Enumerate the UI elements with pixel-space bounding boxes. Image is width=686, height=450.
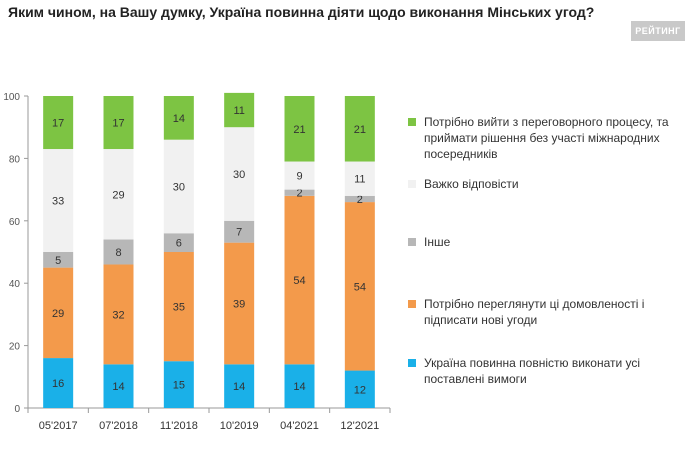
bar-segment: [163, 96, 194, 140]
y-tick-label: 40: [9, 279, 21, 290]
legend-label-other: Інше: [424, 235, 451, 249]
data-label: 2: [296, 188, 302, 200]
legend-swatch-fulfill: [408, 359, 416, 367]
data-label: 11: [354, 174, 365, 186]
legend-swatch-renegotiate: [408, 300, 416, 308]
bar-segment: [103, 364, 134, 408]
bar-segment: [224, 220, 255, 243]
data-label: 16: [52, 378, 64, 390]
data-label: 14: [112, 381, 124, 393]
bar-segment: [43, 96, 74, 150]
data-label: 12: [354, 384, 366, 396]
bar-segment: [103, 96, 134, 150]
data-label: 32: [112, 309, 124, 321]
data-label: 14: [173, 113, 185, 125]
bar-segment: [163, 233, 194, 252]
bar-segment: [284, 96, 315, 162]
data-label: 15: [173, 380, 185, 392]
data-label: 54: [354, 281, 366, 293]
data-label: 14: [293, 381, 305, 393]
data-label: 30: [173, 181, 185, 193]
legend-swatch-withdraw: [408, 118, 416, 126]
data-label: 29: [112, 189, 124, 201]
bar-segment: [344, 161, 375, 196]
x-tick-label: 07'2018: [99, 420, 138, 432]
x-tick-label: 10'2019: [220, 420, 259, 432]
legend-swatch-other: [408, 238, 416, 246]
bar-segment: [163, 361, 194, 408]
bar-segment: [284, 364, 315, 408]
bar-segment: [43, 358, 74, 408]
bar-segment: [344, 195, 375, 203]
legend-label-withdraw: Потрібно вийти з переговорного процесу, …: [424, 115, 669, 161]
bar-segment: [163, 139, 194, 234]
bar-segment: [43, 252, 74, 268]
bar-segment: [103, 264, 134, 365]
data-label: 21: [354, 124, 366, 136]
y-tick-label: 80: [9, 154, 21, 165]
data-label: 5: [55, 255, 61, 267]
y-tick-label: 20: [9, 342, 21, 353]
bar-segment: [284, 161, 315, 190]
rating-logo: РЕЙТИНГ: [631, 21, 685, 41]
bar-segment: [43, 267, 74, 359]
bar-segment: [43, 149, 74, 252]
legend-label-fulfill: Україна повинна повністю виконати усі по…: [424, 356, 641, 386]
data-label: 7: [236, 227, 242, 239]
bar-segment: [344, 96, 375, 162]
data-label: 39: [233, 298, 245, 310]
x-tick-label: 12'2021: [340, 420, 379, 432]
data-label: 14: [233, 381, 245, 393]
bar-segment: [224, 92, 255, 128]
data-label: 9: [296, 171, 302, 183]
data-label: 30: [233, 169, 245, 181]
data-label: 6: [176, 238, 182, 250]
data-label: 8: [115, 247, 121, 259]
bar-segment: [224, 127, 255, 221]
data-label: 29: [52, 308, 64, 320]
data-label: 17: [52, 118, 64, 130]
bar-segment: [224, 364, 255, 408]
data-label: 35: [173, 302, 185, 314]
x-tick-label: 04'2021: [280, 420, 319, 432]
bar-segment: [344, 370, 375, 408]
data-label: 33: [52, 196, 64, 208]
legend-label-hard-to-say: Важко відповісти: [424, 177, 519, 191]
y-tick-label: 60: [9, 217, 21, 228]
y-tick-label: 0: [14, 404, 20, 415]
bar-segment: [284, 189, 315, 196]
chart-title: Яким чином, на Вашу думку, Україна повин…: [8, 4, 595, 20]
data-label: 17: [112, 118, 124, 130]
bar-segment: [103, 239, 134, 265]
data-label: 11: [233, 105, 244, 117]
bar-segment: [224, 242, 255, 365]
x-tick-label: 05'2017: [39, 420, 78, 432]
bar-segment: [163, 252, 194, 362]
bar-segment: [103, 149, 134, 240]
legend-label-renegotiate: Потрібно переглянути ці домовленості і п…: [424, 297, 645, 327]
x-tick-label: 11'2018: [160, 420, 198, 432]
y-tick-label: 100: [3, 92, 20, 103]
data-label: 54: [293, 275, 305, 287]
data-label: 2: [357, 194, 363, 206]
legend-swatch-hard-to-say: [408, 180, 416, 188]
bar-segment: [344, 202, 375, 371]
bar-segment: [284, 195, 315, 365]
data-label: 21: [293, 124, 305, 136]
